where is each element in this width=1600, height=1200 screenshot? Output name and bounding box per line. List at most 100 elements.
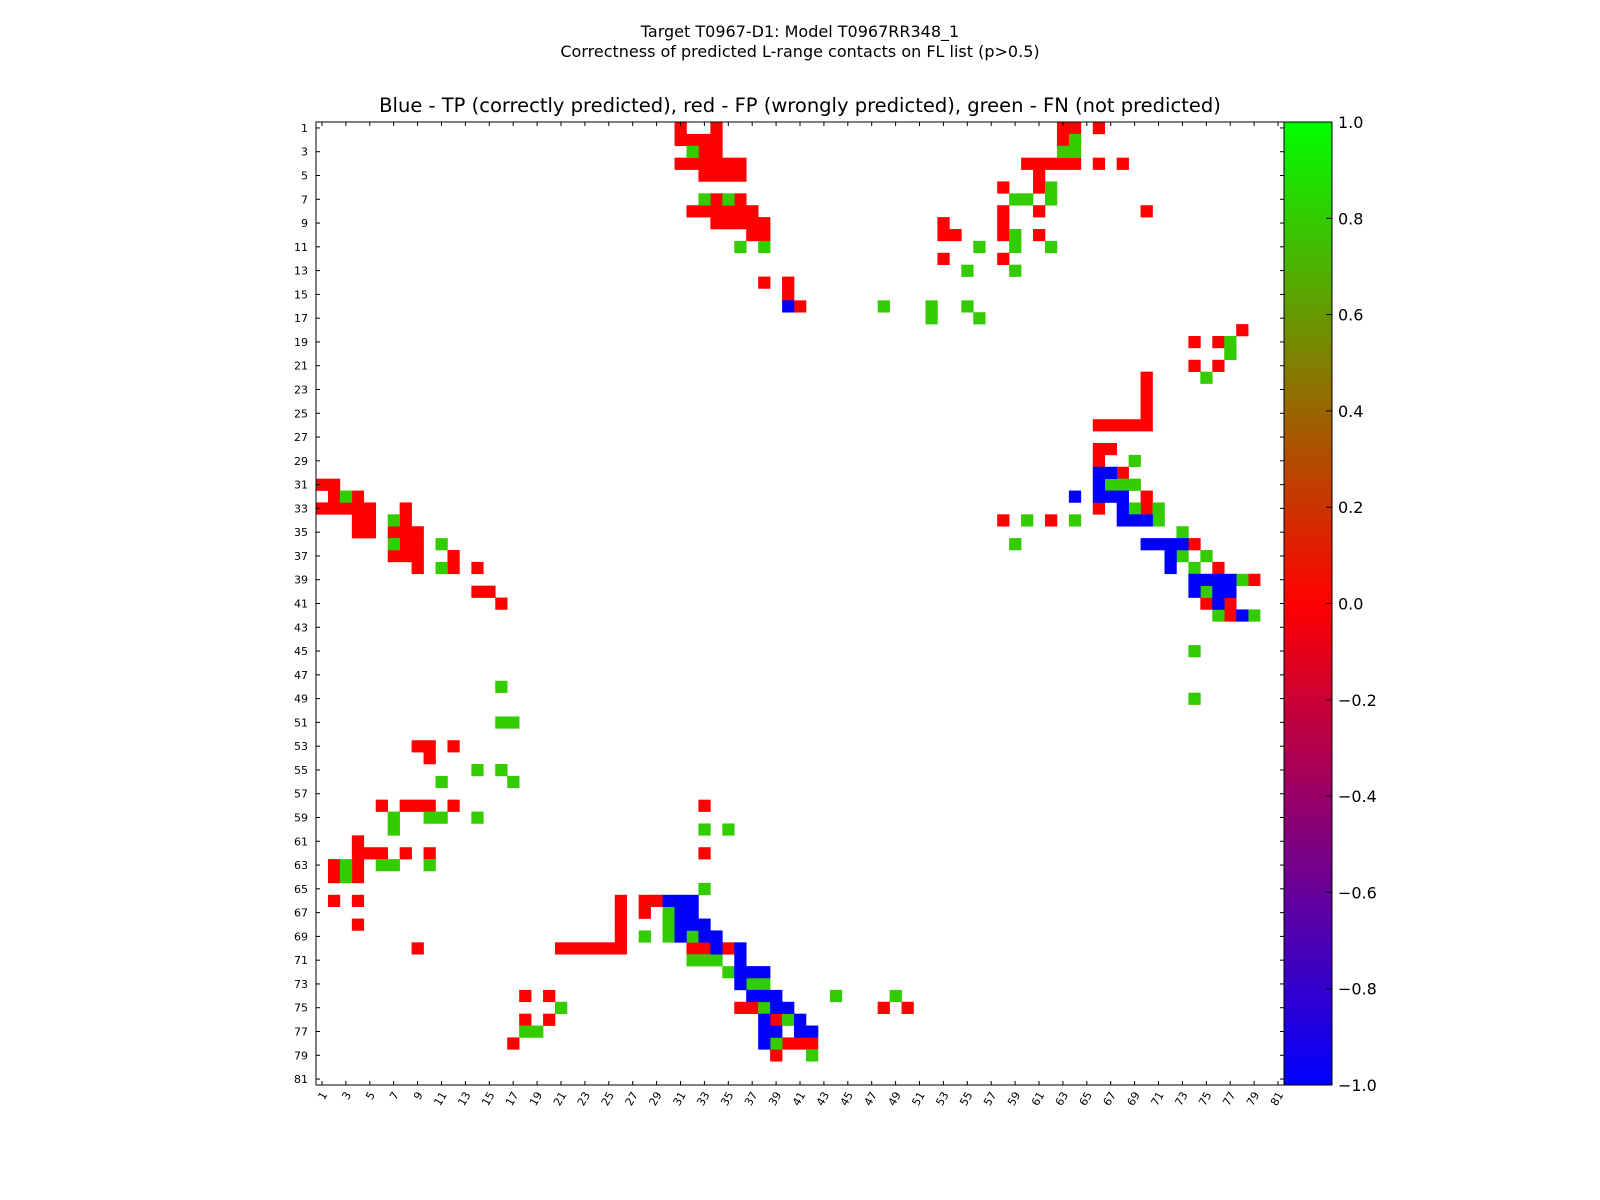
fp-cell: [734, 157, 747, 170]
y-tick-label: 35: [294, 526, 308, 539]
fp-cell: [602, 942, 616, 955]
fp-cell: [399, 502, 412, 515]
fp-cell: [710, 133, 723, 147]
colorbar-tick-label: −1.0: [1338, 1076, 1377, 1095]
fn-cell: [758, 1001, 771, 1014]
fn-cell: [686, 145, 699, 158]
fp-cell: [758, 217, 771, 230]
tp-cell: [686, 918, 699, 931]
fp-cell: [399, 538, 412, 551]
fp-cell: [447, 740, 460, 753]
tp-cell: [1224, 585, 1237, 598]
fp-cell: [1033, 205, 1046, 218]
fn-cell: [1236, 573, 1249, 586]
fp-cell: [1140, 383, 1153, 396]
fn-cell: [1200, 371, 1213, 384]
fp-cell: [1033, 229, 1046, 242]
fp-cell: [471, 585, 484, 598]
tp-cell: [710, 942, 723, 955]
fp-cell: [447, 550, 460, 563]
fp-cell: [877, 1001, 890, 1014]
colorbar-tick-label: −0.8: [1338, 980, 1377, 999]
fp-cell: [1200, 597, 1213, 610]
fn-cell: [722, 966, 735, 979]
tp-cell: [1212, 573, 1225, 586]
fp-cell: [698, 133, 711, 147]
fp-cell: [1248, 573, 1261, 586]
fn-cell: [722, 193, 735, 206]
fn-cell: [423, 859, 436, 872]
tp-cell: [1152, 538, 1165, 551]
y-tick-label: 59: [294, 812, 308, 825]
fp-cell: [411, 799, 424, 812]
fp-cell: [698, 847, 711, 860]
x-tick-label: 25: [599, 1090, 617, 1109]
fn-cell: [531, 1025, 544, 1038]
fn-cell: [435, 561, 448, 575]
fn-cell: [758, 240, 771, 254]
fn-cell: [746, 978, 759, 991]
fn-cell: [1128, 454, 1141, 468]
x-tick-label: 31: [670, 1090, 688, 1109]
tp-cell: [734, 978, 747, 991]
fp-cell: [758, 276, 771, 289]
fn-cell: [662, 906, 675, 919]
x-tick-label: 5: [363, 1090, 378, 1103]
fn-cell: [686, 930, 699, 943]
y-tick-label: 47: [294, 669, 308, 682]
x-tick-label: 29: [647, 1090, 665, 1109]
tp-cell: [1128, 514, 1141, 527]
fp-cell: [686, 205, 699, 218]
y-tick-label: 69: [294, 930, 308, 943]
fp-cell: [782, 288, 795, 301]
fp-cell: [1140, 371, 1153, 384]
fp-cell: [758, 229, 771, 242]
tp-cell: [770, 1025, 783, 1038]
fn-cell: [1224, 347, 1237, 361]
fp-cell: [734, 1001, 747, 1014]
fp-cell: [686, 942, 699, 955]
fp-cell: [1212, 359, 1225, 372]
tp-cell: [698, 930, 711, 943]
fn-cell: [339, 490, 353, 503]
y-tick-label: 31: [294, 479, 308, 492]
fn-cell: [925, 312, 938, 325]
fp-cell: [1033, 157, 1046, 170]
x-tick-label: 43: [814, 1090, 832, 1109]
fp-cell: [1188, 336, 1201, 349]
y-tick-label: 13: [294, 265, 308, 278]
fp-cell: [483, 585, 496, 598]
tp-cell: [1116, 514, 1129, 527]
fp-cell: [423, 740, 436, 753]
fp-cell: [1140, 502, 1153, 515]
tp-cell: [1068, 490, 1082, 503]
fp-cell: [351, 847, 365, 860]
fn-cell: [1009, 264, 1022, 277]
tp-cell: [1092, 466, 1106, 479]
fp-cell: [722, 169, 735, 182]
x-tick-label: 75: [1196, 1090, 1214, 1109]
fn-cell: [770, 1037, 783, 1050]
tp-cell: [1200, 573, 1213, 586]
y-tick-label: 27: [294, 431, 308, 444]
fp-cell: [949, 229, 962, 242]
x-tick-label: 39: [766, 1090, 784, 1109]
fp-cell: [1092, 122, 1106, 135]
y-tick-label: 63: [294, 859, 308, 872]
tp-cell: [1092, 490, 1106, 503]
fp-cell: [375, 799, 388, 812]
fn-cell: [877, 300, 890, 313]
fn-cell: [662, 918, 675, 931]
y-tick-label: 19: [294, 336, 308, 349]
fn-cell: [973, 240, 986, 254]
fp-cell: [746, 229, 759, 242]
fn-cell: [973, 312, 986, 325]
fn-cell: [1212, 609, 1225, 622]
fp-cell: [339, 502, 353, 515]
fp-cell: [710, 217, 723, 230]
fp-cell: [423, 752, 436, 765]
fp-cell: [710, 205, 723, 218]
fn-cell: [698, 193, 711, 206]
y-tick-label: 33: [294, 502, 308, 515]
y-tick-label: 45: [294, 645, 308, 658]
